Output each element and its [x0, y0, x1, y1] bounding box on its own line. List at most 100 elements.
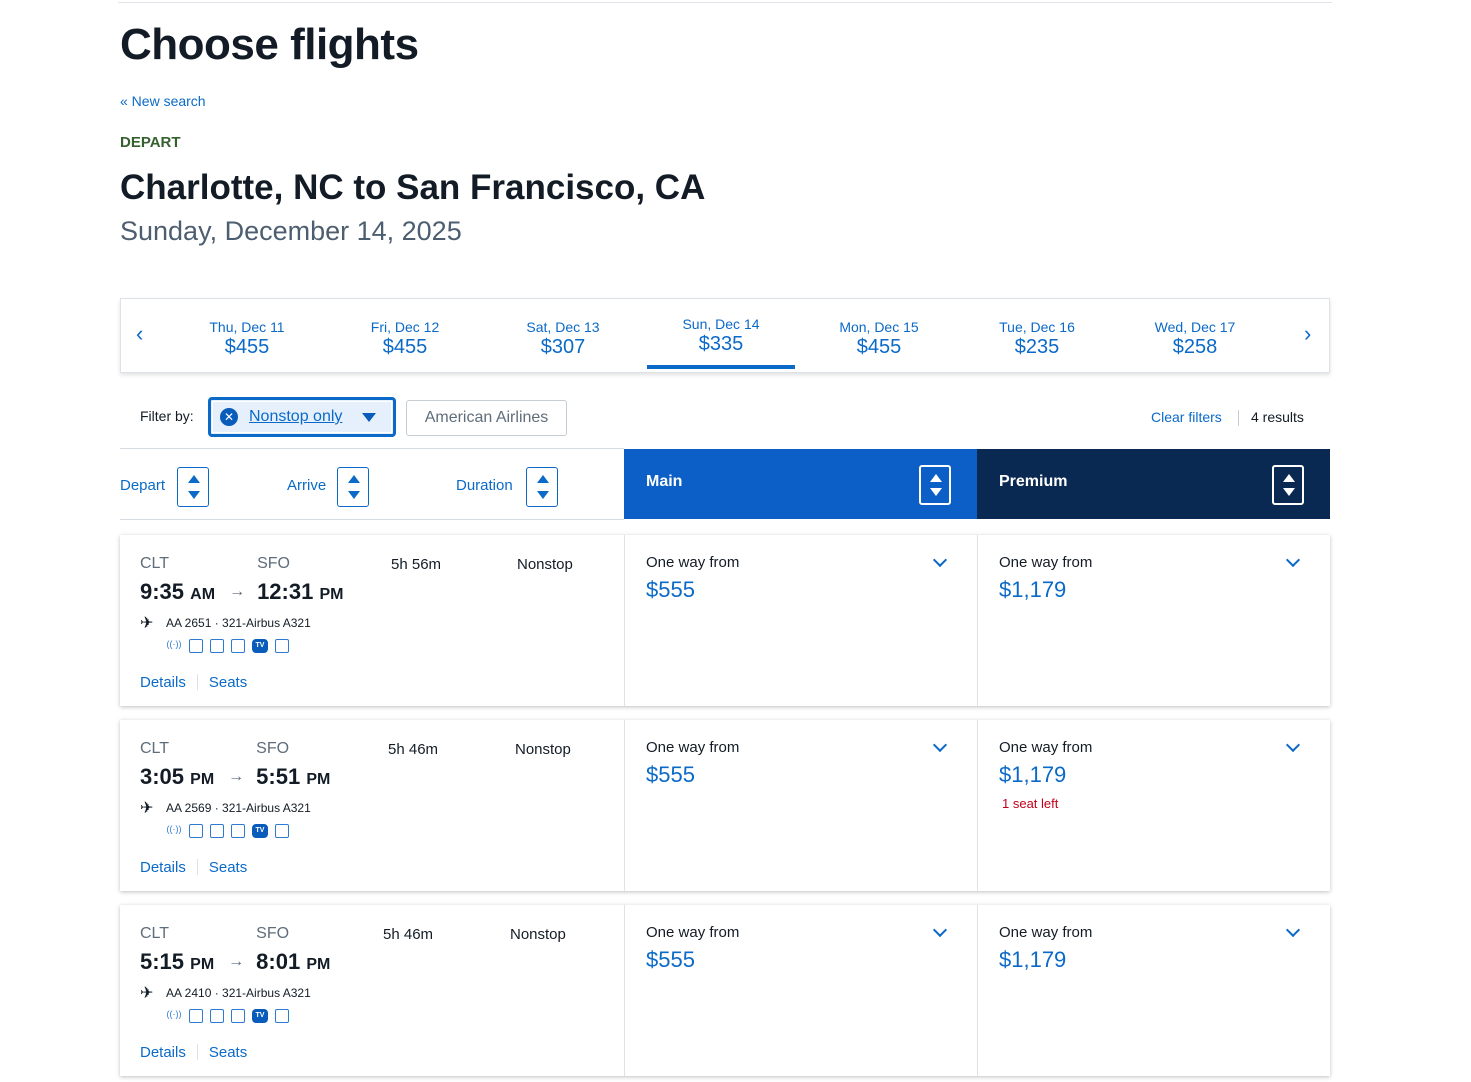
- nonstop-filter-chip[interactable]: ✕ Nonstop only: [208, 397, 396, 437]
- date-option[interactable]: Sun, Dec 14 $335: [647, 299, 795, 369]
- power-outlet-icon: [189, 1009, 203, 1023]
- sort-depart-label[interactable]: Depart: [120, 477, 166, 494]
- main-fare-option[interactable]: One way from $555: [624, 905, 977, 1076]
- details-link[interactable]: Details: [140, 859, 186, 876]
- clear-filters-link[interactable]: Clear filters: [1151, 409, 1222, 425]
- sort-depart-button[interactable]: [177, 467, 209, 507]
- fare-caption: One way from: [999, 739, 1093, 756]
- flight-card: CLT 5:15 PM → SFO 8:01 PM 5h 46m Nonstop…: [120, 905, 1330, 1076]
- sort-duration-label[interactable]: Duration: [456, 477, 513, 494]
- divider: [196, 859, 198, 875]
- details-link[interactable]: Details: [140, 674, 186, 691]
- departure-time: 9:35 AM: [140, 579, 215, 607]
- mobile-entertainment-icon: [231, 824, 245, 838]
- usb-icon: [210, 824, 224, 838]
- sort-main-button[interactable]: [919, 465, 951, 505]
- music-icon: [275, 824, 289, 838]
- date-option-date: Sun, Dec 14: [682, 316, 760, 332]
- seats-link[interactable]: Seats: [208, 674, 248, 691]
- destination-code: SFO: [257, 555, 290, 572]
- date-option[interactable]: Thu, Dec 11 $455: [173, 299, 321, 369]
- stops: Nonstop: [510, 926, 566, 943]
- arrow-right-icon: →: [229, 583, 246, 600]
- route-title: Charlotte, NC to San Francisco, CA: [120, 168, 706, 207]
- seats-left-note: 1 seat left: [1002, 796, 1059, 811]
- flight-info: AA 2569 · 321-Airbus A321: [166, 801, 311, 815]
- departure-ampm: AM: [190, 586, 216, 603]
- sort-arrive-button[interactable]: [337, 467, 369, 507]
- music-icon: [275, 1009, 289, 1023]
- premium-fare-option[interactable]: One way from $1,179 1 seat left: [977, 720, 1330, 891]
- arrival-ampm: PM: [306, 771, 331, 788]
- arrow-right-icon: →: [228, 768, 245, 785]
- main-fare-price: $555: [646, 577, 695, 602]
- sort-arrive-label[interactable]: Arrive: [287, 477, 327, 494]
- details-link[interactable]: Details: [140, 1044, 186, 1061]
- departure-time-value: 9:35: [140, 579, 185, 604]
- amenities: ((·)) TV: [166, 824, 289, 838]
- fare-caption: One way from: [999, 554, 1093, 571]
- date-option-date: Fri, Dec 12: [370, 319, 440, 335]
- flight-info: AA 2651 · 321-Airbus A321: [166, 616, 311, 630]
- arrival-time-value: 12:31: [257, 579, 314, 604]
- seats-link[interactable]: Seats: [208, 859, 248, 876]
- date-option-price: $455: [224, 336, 270, 358]
- departure-ampm: PM: [190, 956, 215, 973]
- date-option-date: Sat, Dec 13: [526, 319, 600, 335]
- duration: 5h 46m: [388, 741, 439, 758]
- seats-link[interactable]: Seats: [208, 1044, 248, 1061]
- date-option[interactable]: Tue, Dec 16 $235: [963, 299, 1111, 369]
- filter-chip-label: Nonstop only: [249, 408, 343, 425]
- next-dates-icon[interactable]: ›: [1304, 321, 1312, 346]
- arrival-time: 12:31 PM: [257, 579, 343, 607]
- fare-caption: One way from: [646, 554, 740, 571]
- tv-icon: TV: [252, 639, 268, 653]
- main-fare-option[interactable]: One way from $555: [624, 720, 977, 891]
- new-search-link[interactable]: « New search: [120, 93, 206, 109]
- arrival-time-value: 5:51: [256, 764, 301, 789]
- section-label: DEPART: [120, 134, 181, 151]
- filter-label: Filter by:: [140, 408, 194, 424]
- mobile-entertainment-icon: [231, 1009, 245, 1023]
- destination-code: SFO: [256, 925, 290, 942]
- sort-premium-button[interactable]: [1272, 465, 1304, 505]
- flight-info: AA 2410 · 321-Airbus A321: [166, 986, 311, 1000]
- remove-filter-icon[interactable]: ✕: [220, 408, 238, 426]
- flight-times: CLT 3:05 PM → SFO 5:51 PM: [140, 740, 330, 792]
- travel-date: Sunday, December 14, 2025: [120, 216, 462, 246]
- duration: 5h 56m: [391, 556, 442, 573]
- date-option-price: $455: [382, 336, 428, 358]
- date-option-price: $235: [1014, 336, 1060, 358]
- stops: Nonstop: [517, 556, 573, 573]
- power-outlet-icon: [189, 824, 203, 838]
- origin-code: CLT: [140, 740, 170, 757]
- premium-fare-option[interactable]: One way from $1,179: [977, 535, 1330, 706]
- main-cabin-label: Main: [646, 473, 683, 490]
- date-option[interactable]: Fri, Dec 12 $455: [331, 299, 479, 369]
- main-fare-option[interactable]: One way from $555: [624, 535, 977, 706]
- premium-fare-price: $1,179: [999, 947, 1067, 972]
- wifi-icon: ((·)): [166, 824, 182, 834]
- sort-duration-button[interactable]: [526, 467, 558, 507]
- dropdown-caret-icon: [362, 412, 377, 422]
- date-option[interactable]: Sat, Dec 13 $307: [489, 299, 637, 369]
- date-option-date: Tue, Dec 16: [999, 319, 1075, 335]
- fare-caption: One way from: [999, 924, 1093, 941]
- departure-time: 5:15 PM: [140, 949, 214, 977]
- airline-filter-button[interactable]: American Airlines: [406, 400, 567, 436]
- departure-time-value: 3:05: [140, 764, 185, 789]
- arrival-time: 5:51 PM: [256, 764, 330, 792]
- date-option[interactable]: Mon, Dec 15 $455: [805, 299, 953, 369]
- music-icon: [275, 639, 289, 653]
- main-cabin-header: Main: [624, 449, 977, 519]
- flight-times: CLT 9:35 AM → SFO 12:31 PM: [140, 555, 343, 607]
- main-fare-price: $555: [646, 947, 695, 972]
- premium-fare-option[interactable]: One way from $1,179: [977, 905, 1330, 1076]
- origin-code: CLT: [140, 555, 170, 572]
- date-strip: ‹ Thu, Dec 11 $455 Fri, Dec 12 $455 Sat, Dec…: [120, 298, 1330, 373]
- prev-dates-icon[interactable]: ‹: [136, 321, 144, 346]
- flight-card: CLT 3:05 PM → SFO 5:51 PM 5h 46m Nonstop…: [120, 720, 1330, 891]
- date-option[interactable]: Wed, Dec 17 $258: [1121, 299, 1269, 369]
- arrival-ampm: PM: [306, 956, 331, 973]
- date-option-date: Wed, Dec 17: [1154, 319, 1236, 335]
